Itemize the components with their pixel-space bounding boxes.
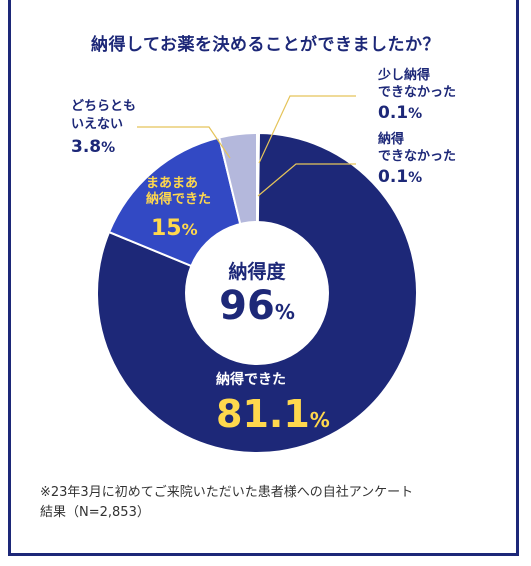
value-little-number: 0.1 xyxy=(378,103,409,123)
value-somewhat-number: 15 xyxy=(151,216,182,241)
label-little-1: 少し納得 xyxy=(378,68,431,83)
value-not-unit: % xyxy=(408,170,423,186)
leader-lines xyxy=(137,95,356,197)
value-little: 0.1% xyxy=(378,103,423,124)
label-not-2: できなかった xyxy=(378,149,457,164)
footnote-line-2: 結果（N=2,853） xyxy=(40,504,150,520)
label-neither-2: いえない xyxy=(71,117,124,132)
value-little-unit: % xyxy=(408,106,423,122)
value-somewhat: 15% xyxy=(151,216,198,241)
label-somewhat-1: まあまあ xyxy=(146,176,199,191)
label-not-1: 納得 xyxy=(378,132,405,147)
chart-title: 納得してお薬を決めることができましたか？ xyxy=(91,35,440,55)
value-satisfied: 81.1% xyxy=(216,392,330,437)
center-value-number: 96 xyxy=(219,283,275,329)
footnote-line-1: ※23年3月に初めてご来院いただいた患者様への自社アンケート xyxy=(40,485,414,500)
value-neither: 3.8% xyxy=(71,137,116,158)
value-neither-unit: % xyxy=(101,140,116,156)
card-frame xyxy=(8,0,519,556)
value-satisfied-number: 81.1 xyxy=(216,392,310,436)
label-neither-1: どちらとも xyxy=(71,99,137,114)
footnote: ※23年3月に初めてご来院いただいた患者様への自社アンケート 結果（N=2,85… xyxy=(40,483,490,522)
value-neither-number: 3.8 xyxy=(71,137,102,157)
center-label: 納得度 96% xyxy=(198,257,316,328)
leader-line-little xyxy=(258,95,356,164)
label-little-2: できなかった xyxy=(378,85,457,100)
leader-line-not xyxy=(257,163,356,197)
donut-hole xyxy=(185,221,329,365)
label-somewhat-2: 納得できた xyxy=(146,192,212,207)
label-satisfied: 納得できた xyxy=(216,372,286,388)
value-not-number: 0.1 xyxy=(378,167,409,187)
value-somewhat-unit: % xyxy=(181,220,198,239)
leader-line-neither xyxy=(137,126,231,159)
value-satisfied-unit: % xyxy=(309,408,330,432)
center-value-unit: % xyxy=(274,300,295,324)
center-value: 96% xyxy=(198,284,316,328)
value-not: 0.1% xyxy=(378,167,423,188)
center-label-text: 納得度 xyxy=(228,261,286,283)
